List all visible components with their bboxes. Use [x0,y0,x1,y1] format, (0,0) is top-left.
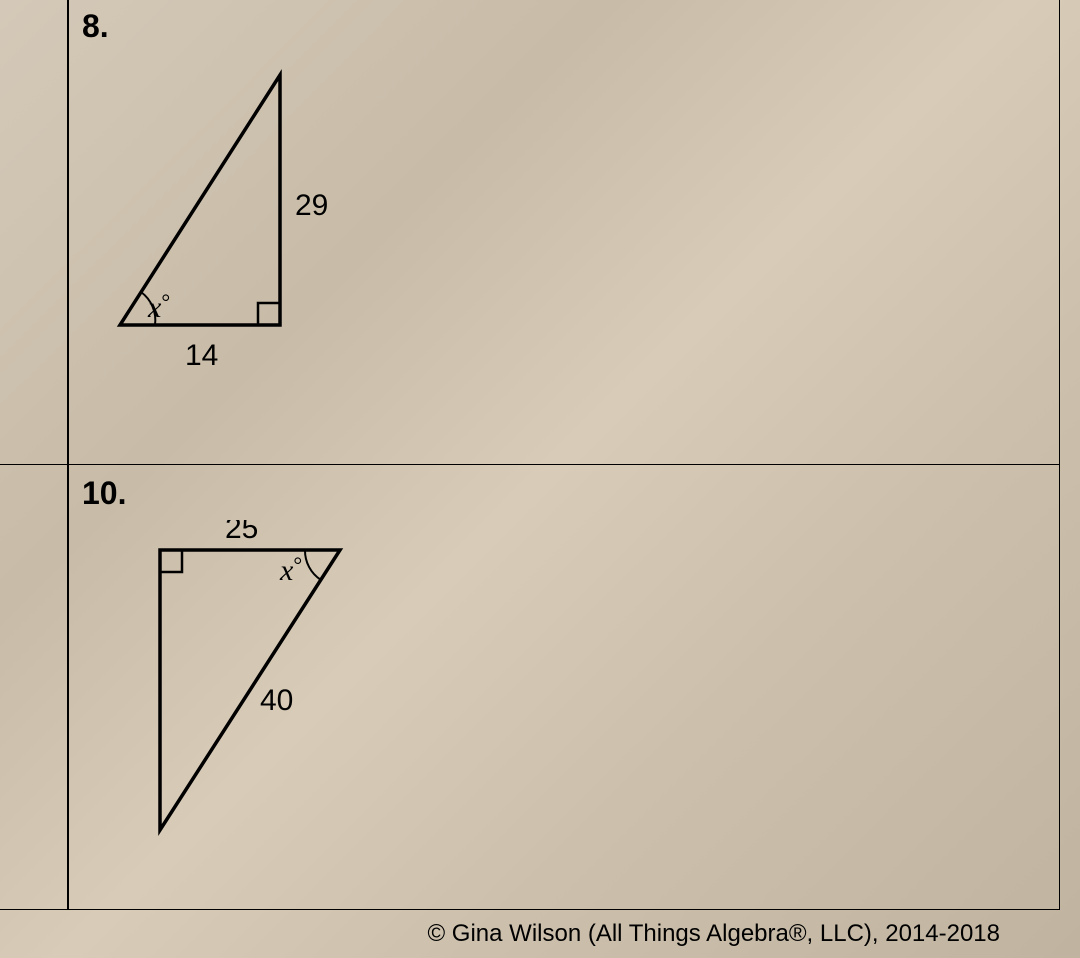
label-29: 29 [295,189,328,222]
triangle-8: 29 14 x° [100,55,360,385]
copyright-text: © Gina Wilson (All Things Algebra®, LLC)… [427,920,1000,948]
triangle-10: 25 40 x° [130,520,430,870]
problem-number-10: 10. [82,475,126,512]
right-angle-marker-8 [258,303,280,325]
label-40: 40 [260,684,293,717]
label-14: 14 [185,339,218,372]
grid-cell-margin-top [0,0,68,465]
triangle-8-path [120,75,280,325]
angle-label-10: x° [279,552,302,587]
right-angle-marker-10 [160,550,182,572]
label-25: 25 [225,520,258,545]
angle-arc-10 [305,550,321,580]
angle-label-8: x° [147,289,170,324]
worksheet-grid: 8. 10. 29 14 x° 25 40 x° © Gina Wilson (… [0,0,1080,958]
triangle-10-path [160,550,340,830]
problem-number-8: 8. [82,8,109,45]
grid-cell-margin-bottom [0,465,68,910]
